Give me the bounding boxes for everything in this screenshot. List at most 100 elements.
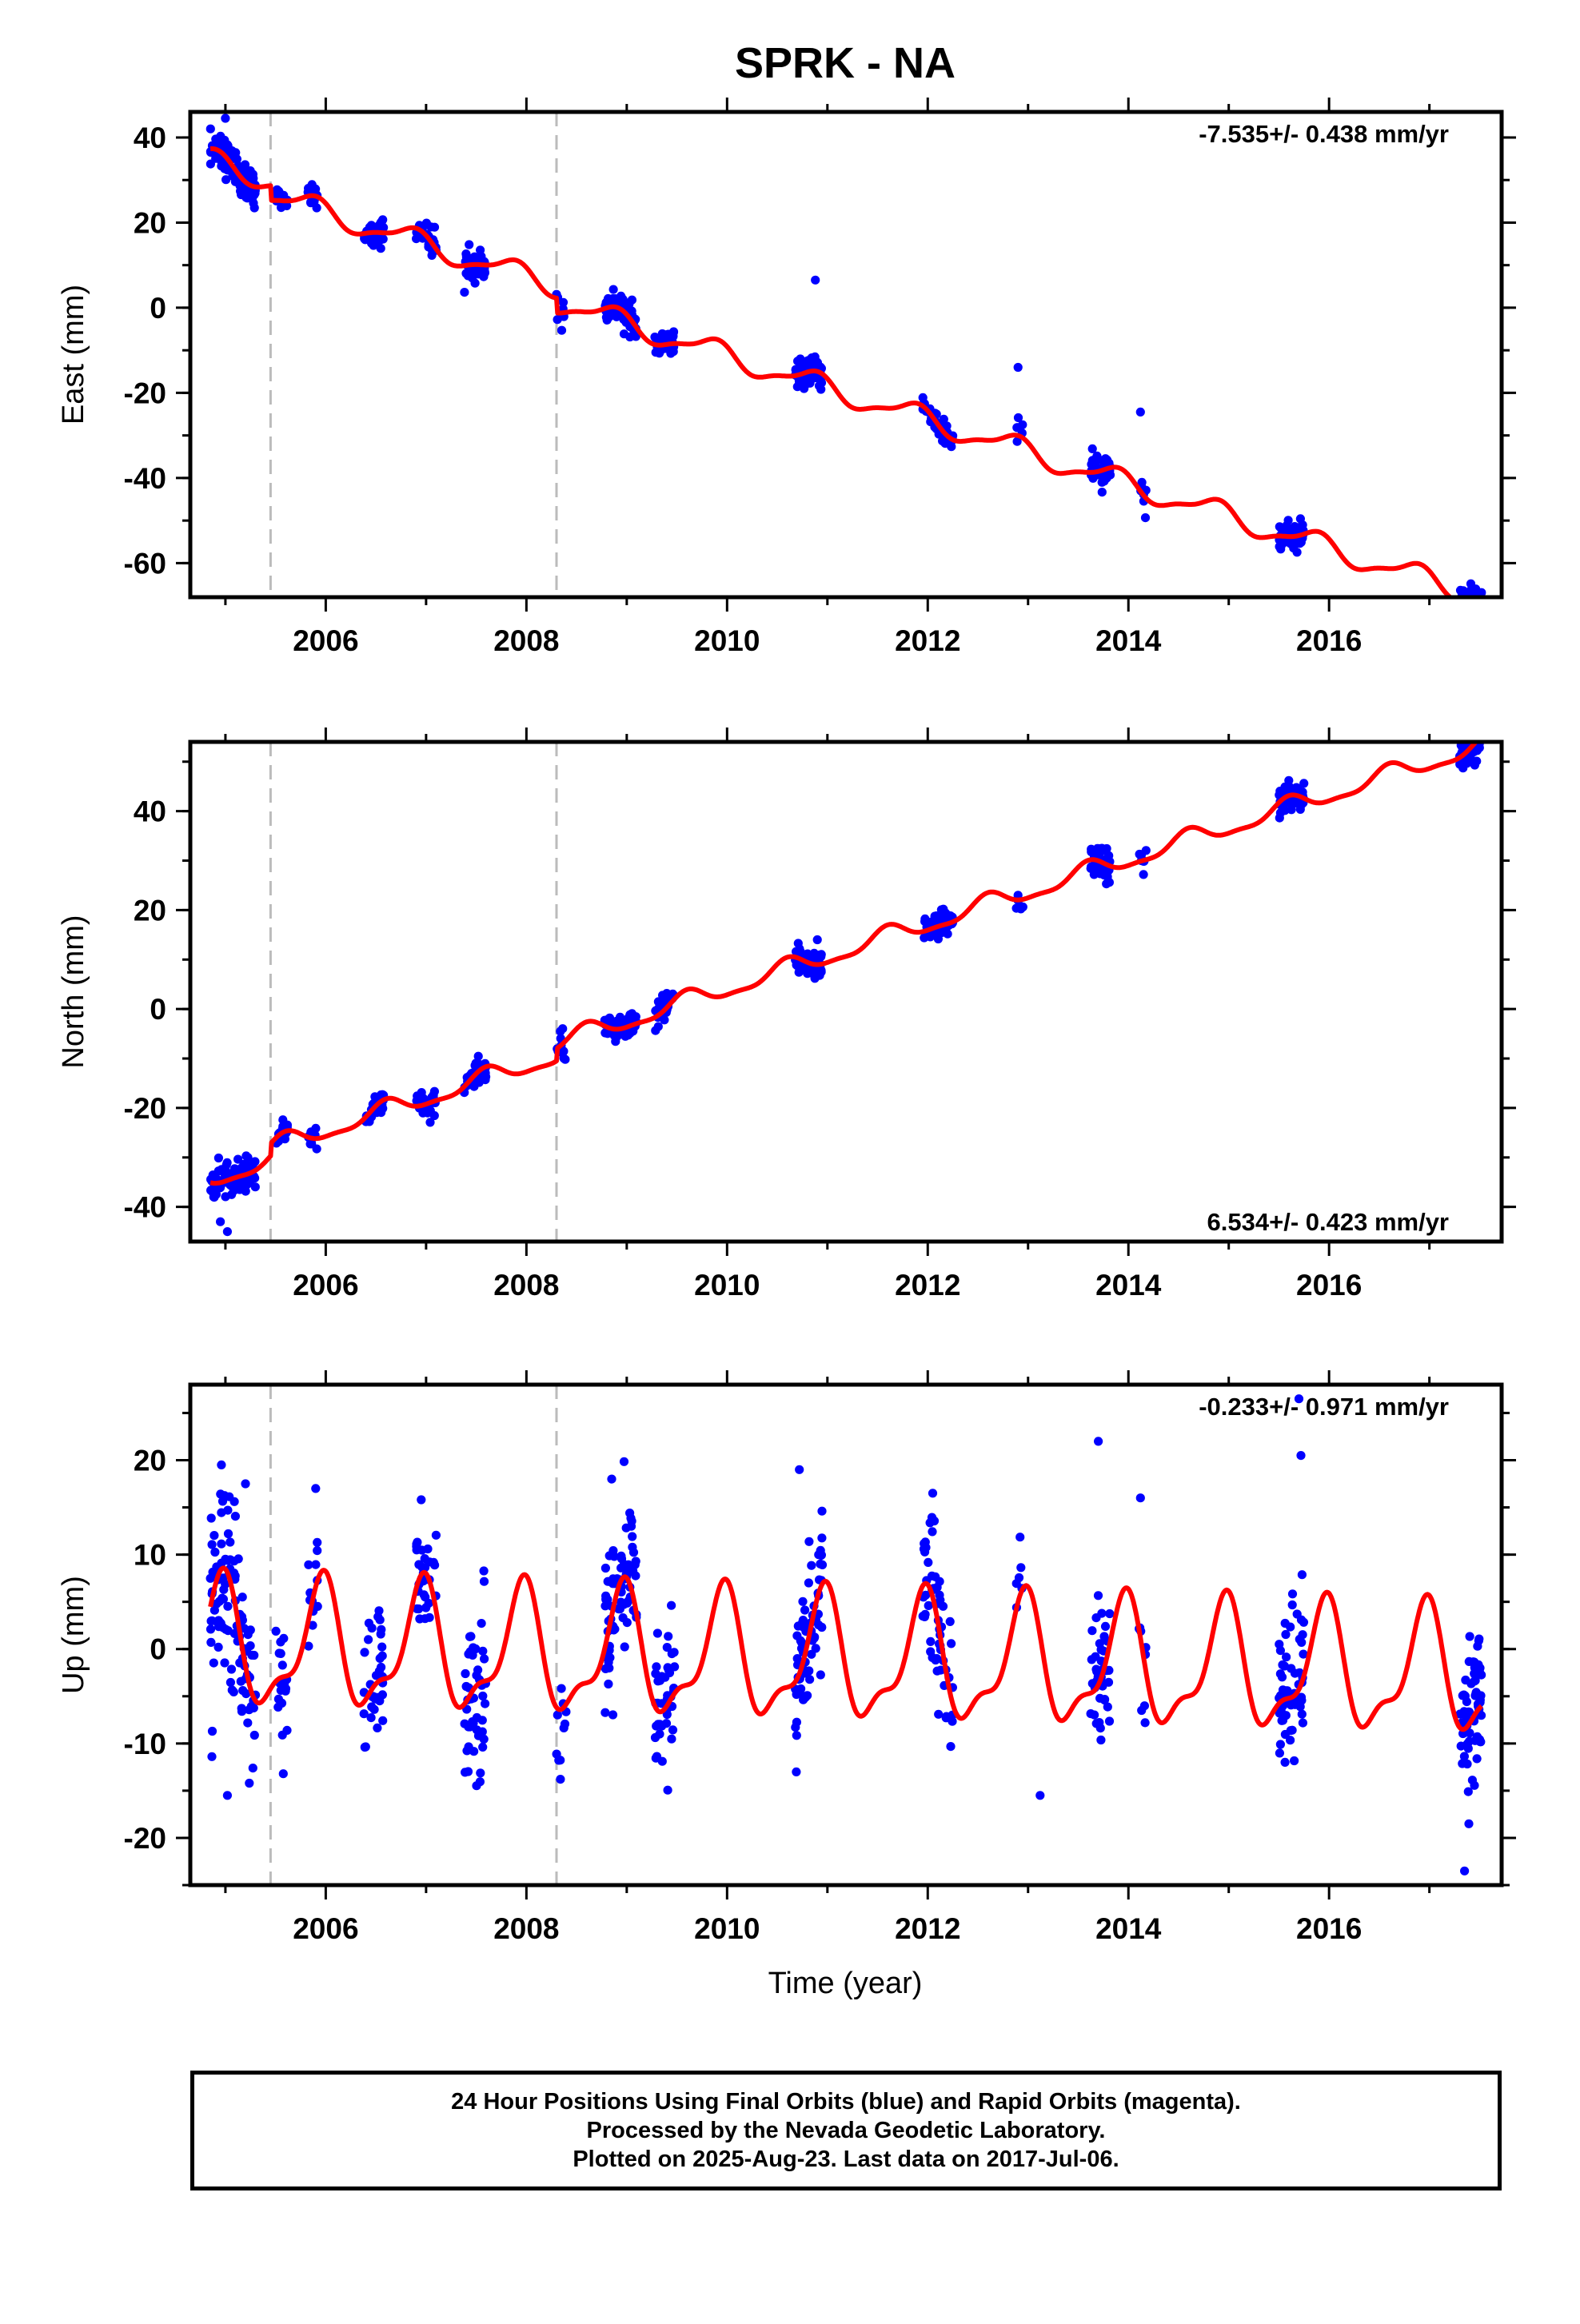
- data-point: [477, 1727, 487, 1736]
- data-point: [477, 1619, 486, 1628]
- data-point: [364, 1635, 373, 1644]
- data-point: [476, 245, 485, 255]
- data-point: [1297, 1637, 1307, 1647]
- data-point: [431, 1530, 441, 1540]
- data-point: [653, 1676, 663, 1686]
- data-point: [377, 1642, 387, 1652]
- data-point: [561, 1054, 570, 1064]
- data-point: [1091, 1613, 1101, 1623]
- data-point: [1464, 600, 1473, 609]
- data-point: [666, 349, 676, 358]
- data-point: [1458, 1691, 1467, 1700]
- data-point: [600, 1601, 610, 1611]
- data-point: [1087, 847, 1096, 857]
- data-point: [1472, 724, 1481, 732]
- data-point: [652, 1752, 662, 1761]
- data-point: [216, 155, 225, 165]
- footer-line: Processed by the Nevada Geodetic Laborat…: [586, 2118, 1106, 2143]
- y-tick-label: 0: [150, 1633, 166, 1666]
- model-curve: [209, 742, 1479, 1186]
- data-point: [651, 1668, 660, 1679]
- data-point: [1470, 756, 1480, 767]
- data-point: [1467, 608, 1476, 617]
- x-tick-label: 2014: [1095, 1912, 1162, 1945]
- data-point: [1102, 879, 1111, 889]
- data-point: [465, 240, 474, 249]
- data-point: [1103, 455, 1112, 465]
- data-point: [1472, 612, 1481, 621]
- data-point: [1473, 1641, 1482, 1651]
- data-point: [1087, 1655, 1096, 1664]
- data-point: [237, 1164, 247, 1174]
- data-point: [1467, 600, 1476, 608]
- data-point: [807, 359, 816, 369]
- data-point: [616, 1563, 626, 1573]
- data-point: [931, 1655, 940, 1665]
- data-point: [304, 1641, 313, 1651]
- data-point: [216, 1217, 225, 1226]
- data-point: [217, 1497, 228, 1506]
- data-point: [798, 1597, 808, 1606]
- data-point: [429, 1086, 440, 1096]
- data-point: [1457, 600, 1466, 608]
- data-point: [1297, 1570, 1307, 1580]
- data-point: [631, 1571, 640, 1581]
- data-point: [206, 1513, 216, 1523]
- data-point: [278, 1769, 288, 1779]
- data-point: [1465, 598, 1474, 607]
- data-point: [273, 1694, 283, 1704]
- data-point: [249, 1730, 259, 1740]
- data-point: [1466, 731, 1474, 739]
- data-point: [811, 275, 820, 285]
- data-point: [1467, 601, 1476, 610]
- figure-title: SPRK - NA: [735, 39, 956, 87]
- data-point: [205, 1624, 216, 1634]
- data-point: [312, 1144, 321, 1154]
- x-tick-label: 2006: [293, 1269, 358, 1302]
- data-point: [1099, 871, 1109, 880]
- data-point: [367, 1623, 377, 1633]
- data-point: [1140, 513, 1151, 523]
- data-point: [1137, 1705, 1147, 1716]
- data-point: [249, 203, 259, 213]
- data-point: [652, 335, 661, 345]
- data-point: [1476, 723, 1485, 731]
- data-point: [934, 1709, 944, 1719]
- data-point: [652, 1721, 661, 1731]
- data-point: [237, 1707, 247, 1716]
- data-point: [473, 1060, 482, 1070]
- data-point: [1298, 1718, 1307, 1728]
- data-point: [209, 1531, 219, 1541]
- data-point: [792, 1654, 802, 1664]
- data-point: [1463, 1787, 1473, 1796]
- data-point: [1283, 524, 1292, 533]
- data-point: [620, 1642, 629, 1652]
- data-point: [630, 1560, 640, 1569]
- data-point: [1474, 606, 1483, 615]
- data-point: [462, 1746, 472, 1756]
- data-point: [461, 1668, 470, 1679]
- data-point: [1469, 727, 1478, 736]
- data-point: [470, 278, 480, 288]
- data-point: [1284, 775, 1294, 785]
- data-point: [600, 1664, 611, 1673]
- data-point: [941, 908, 951, 918]
- data-point: [1475, 731, 1484, 739]
- data-point: [213, 1153, 223, 1163]
- data-point: [1461, 588, 1470, 597]
- data-point: [927, 1513, 937, 1522]
- data-point: [557, 1684, 566, 1693]
- x-tick-label: 2014: [1095, 624, 1162, 657]
- data-point: [816, 385, 826, 394]
- footer-line: Plotted on 2025-Aug-23. Last data on 201…: [573, 2147, 1119, 2172]
- data-point: [1477, 720, 1486, 728]
- data-point: [1282, 1652, 1291, 1662]
- data-point: [415, 1614, 425, 1624]
- data-point: [1457, 602, 1466, 611]
- data-point: [1466, 725, 1474, 734]
- data-point: [1462, 1759, 1472, 1769]
- data-point: [816, 1550, 826, 1561]
- data-point: [628, 1532, 637, 1541]
- data-point: [1094, 1437, 1103, 1446]
